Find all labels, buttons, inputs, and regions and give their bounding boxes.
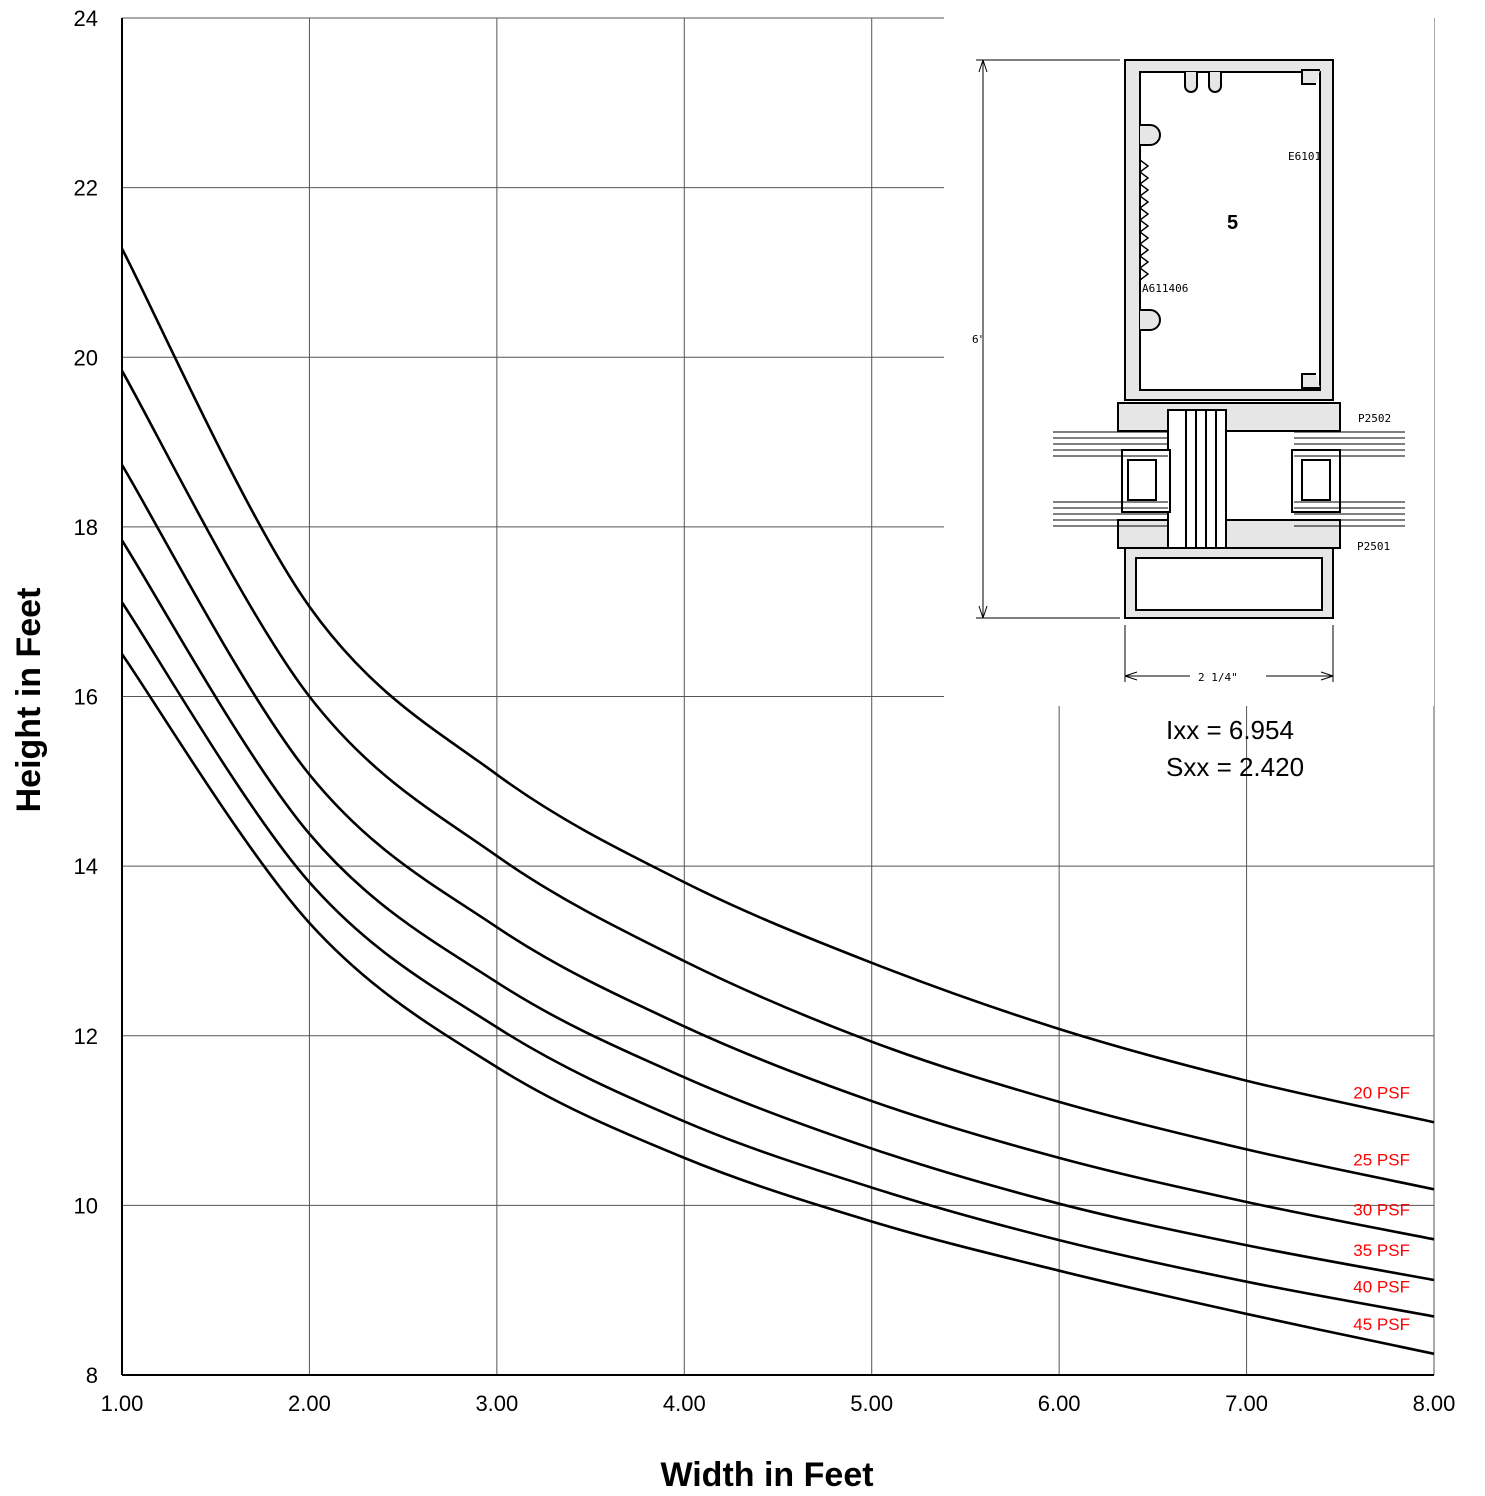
x-tick-label: 5.00 [850,1391,893,1416]
width-dimension-label: 2 1/4" [1198,671,1238,684]
series-curve [120,601,1435,1318]
series-label: 45 PSF [1353,1315,1410,1334]
part-label-a611406: A611406 [1142,282,1188,295]
series-curve [120,464,1435,1241]
y-tick-label: 12 [74,1024,98,1049]
series-curve [120,539,1435,1282]
series-label: 40 PSF [1353,1277,1410,1296]
y-tick-label: 10 [74,1193,98,1218]
series-label: 20 PSF [1353,1083,1410,1102]
series-curves [120,248,1435,1356]
x-tick-label: 7.00 [1225,1391,1268,1416]
profile-number: 5 [1227,212,1238,234]
y-axis-title: Height in Feet [10,588,48,813]
profile-drawing [976,59,1341,682]
x-axis-title: Width in Feet [660,1456,873,1494]
series-curve [120,248,1435,1124]
main-tube-inner [1139,71,1321,391]
series-label: 25 PSF [1353,1150,1410,1169]
y-tick-labels: 8 10 12 14 16 18 20 22 24 [74,6,98,1388]
y-tick-label: 22 [74,176,98,201]
glass-lites [1053,431,1405,527]
sxx-value: Sxx = 2.420 [1166,752,1304,782]
part-label-p2502: P2502 [1358,412,1391,425]
x-tick-label: 1.00 [101,1391,144,1416]
y-tick-label: 20 [74,345,98,370]
series-label: 35 PSF [1353,1241,1410,1260]
pressure-plate-upper [1117,402,1341,432]
y-tick-label: 24 [74,6,98,31]
x-tick-label: 6.00 [1038,1391,1081,1416]
part-label-e6101: E6101 [1288,150,1321,163]
axes [121,18,1434,1376]
x-tick-label: 4.00 [663,1391,706,1416]
ixx-value: Ixx = 6.954 [1166,715,1294,745]
series-labels: 20 PSF 25 PSF 30 PSF 35 PSF 40 PSF 45 PSF [1353,1083,1410,1334]
x-tick-label: 3.00 [475,1391,518,1416]
y-tick-label: 16 [74,685,98,710]
x-tick-label: 8.00 [1413,1391,1456,1416]
pressure-plate-lower [1117,519,1341,549]
part-label-p2501: P2501 [1357,540,1390,553]
y-tick-label: 8 [86,1363,98,1388]
y-tick-label: 18 [74,515,98,540]
x-tick-labels: 1.00 2.00 3.00 4.00 5.00 6.00 7.00 8.00 [101,1391,1456,1416]
series-curve [120,653,1435,1356]
y-tick-label: 14 [74,854,98,879]
series-label: 30 PSF [1353,1200,1410,1219]
x-tick-label: 2.00 [288,1391,331,1416]
series-curve [120,370,1435,1191]
height-dimension-label: 6" [972,333,985,346]
